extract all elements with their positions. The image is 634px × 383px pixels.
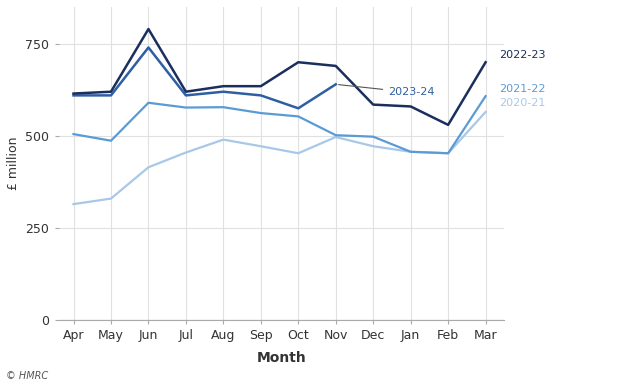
Text: 2022-23: 2022-23 xyxy=(499,50,545,60)
Text: 2023-24: 2023-24 xyxy=(339,85,435,97)
Text: 2020-21: 2020-21 xyxy=(499,98,545,108)
Y-axis label: £ million: £ million xyxy=(7,137,20,190)
Text: © HMRC: © HMRC xyxy=(6,371,48,381)
Text: 2021-22: 2021-22 xyxy=(499,84,545,94)
X-axis label: Month: Month xyxy=(257,350,306,365)
